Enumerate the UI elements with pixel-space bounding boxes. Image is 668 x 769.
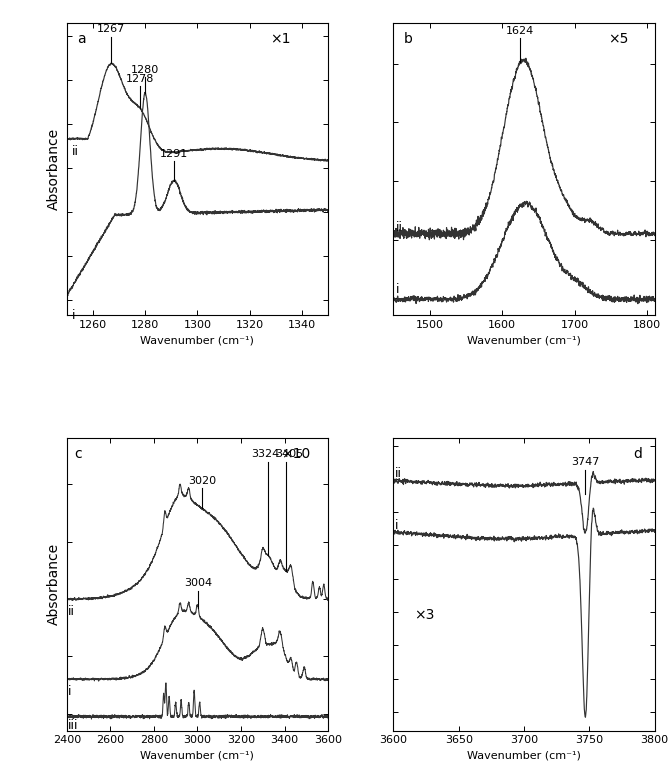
Text: ii: ii: [67, 605, 74, 618]
Text: 1291: 1291: [160, 148, 188, 158]
Text: d: d: [634, 447, 643, 461]
Text: 3747: 3747: [571, 458, 600, 468]
X-axis label: Wavenumber (cm⁻¹): Wavenumber (cm⁻¹): [467, 336, 581, 346]
Y-axis label: Absorbance: Absorbance: [47, 544, 61, 625]
Text: ×10: ×10: [281, 447, 310, 461]
Text: 1624: 1624: [506, 26, 534, 36]
Text: c: c: [75, 447, 82, 461]
Text: 1278: 1278: [126, 74, 154, 84]
Text: 3405: 3405: [275, 449, 303, 459]
Text: 1267: 1267: [97, 25, 126, 35]
Text: ×5: ×5: [608, 32, 628, 46]
Text: i: i: [67, 685, 71, 697]
Text: a: a: [77, 32, 86, 46]
Text: ii: ii: [395, 221, 403, 234]
Text: ii: ii: [395, 467, 401, 480]
X-axis label: Wavenumber (cm⁻¹): Wavenumber (cm⁻¹): [467, 751, 581, 761]
Text: 3324: 3324: [251, 449, 280, 459]
Text: i: i: [72, 309, 75, 322]
Text: 3020: 3020: [188, 476, 216, 486]
Text: i: i: [395, 519, 398, 532]
Text: i: i: [395, 283, 399, 296]
Y-axis label: Absorbance: Absorbance: [47, 128, 61, 210]
X-axis label: Wavenumber (cm⁻¹): Wavenumber (cm⁻¹): [140, 751, 255, 761]
Text: iii: iii: [67, 719, 78, 732]
Text: 3004: 3004: [184, 578, 212, 588]
Text: ×3: ×3: [414, 608, 435, 622]
Text: b: b: [404, 32, 413, 46]
Text: ii: ii: [72, 145, 79, 158]
Text: 1280: 1280: [131, 65, 159, 75]
X-axis label: Wavenumber (cm⁻¹): Wavenumber (cm⁻¹): [140, 336, 255, 346]
Text: ×1: ×1: [271, 32, 291, 46]
